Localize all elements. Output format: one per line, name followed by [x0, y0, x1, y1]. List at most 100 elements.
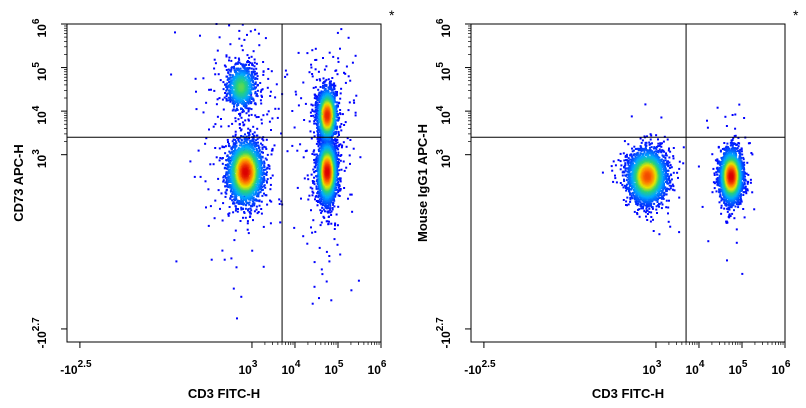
event-dot	[339, 159, 342, 162]
event-dot	[205, 137, 208, 140]
event-dot	[280, 132, 283, 135]
event-dot	[347, 109, 350, 112]
event-dot	[232, 181, 235, 184]
event-dot	[224, 152, 227, 155]
event-dot	[323, 89, 326, 92]
event-dot	[221, 249, 224, 252]
event-dot	[320, 95, 323, 98]
event-dot	[311, 109, 314, 112]
event-dot	[347, 197, 349, 200]
event-dot	[329, 211, 332, 214]
event-dot	[320, 200, 323, 203]
event-dot	[256, 84, 259, 87]
event-dot	[330, 214, 333, 216]
event-dot	[252, 196, 255, 199]
event-dot	[312, 150, 315, 153]
event-dot	[284, 75, 287, 78]
event-dot	[231, 195, 234, 198]
event-dot	[317, 117, 320, 120]
event-dot	[310, 63, 313, 66]
event-dot	[234, 183, 236, 185]
event-dot	[262, 225, 265, 228]
event-dot	[229, 185, 232, 188]
event-dot	[276, 116, 279, 119]
event-dot	[318, 297, 320, 300]
event-dot	[250, 152, 253, 155]
event-dot	[240, 149, 243, 152]
event-dot	[331, 98, 333, 101]
event-dot	[227, 142, 230, 145]
event-dot	[226, 138, 229, 141]
event-dot	[266, 153, 269, 156]
event-dot	[197, 149, 200, 152]
event-dot	[293, 126, 296, 129]
event-dot	[318, 78, 321, 81]
event-dot	[218, 147, 221, 150]
event-dot	[232, 146, 235, 149]
event-dot	[259, 188, 261, 191]
event-dot	[256, 89, 259, 92]
event-dot	[226, 182, 229, 185]
event-dot	[243, 123, 246, 126]
event-dot	[227, 71, 230, 74]
event-dot	[243, 103, 246, 105]
event-dot	[245, 104, 248, 107]
event-dot	[333, 132, 336, 135]
event-dot	[311, 302, 314, 305]
event-dot	[259, 191, 262, 194]
event-dot	[240, 192, 243, 195]
event-dot	[317, 127, 320, 130]
event-dot	[232, 202, 234, 205]
event-dot	[332, 86, 335, 89]
event-dot	[326, 141, 328, 144]
event-dot	[310, 226, 312, 229]
event-dot	[225, 83, 228, 86]
event-dot	[240, 198, 243, 201]
event-dot	[226, 92, 229, 95]
event-dot	[348, 154, 351, 157]
event-dot	[263, 192, 265, 195]
event-dot	[242, 141, 245, 144]
event-dot	[267, 68, 270, 70]
event-dot	[237, 208, 239, 210]
event-dot	[252, 136, 254, 139]
event-dot	[252, 219, 254, 222]
event-dot	[315, 156, 318, 159]
event-dot	[247, 208, 250, 211]
event-dot	[241, 63, 244, 66]
event-dot	[257, 144, 260, 147]
event-dot	[336, 224, 339, 227]
event-dot	[349, 139, 352, 141]
event-dot	[318, 161, 321, 164]
event-dot	[238, 96, 241, 99]
event-dot	[307, 178, 310, 181]
event-dot	[254, 151, 257, 154]
event-dot	[334, 84, 337, 87]
event-dot	[271, 174, 274, 177]
event-dot	[316, 131, 319, 134]
event-dot	[328, 142, 331, 145]
event-dot	[304, 102, 307, 105]
event-dot	[313, 149, 316, 152]
event-dot	[252, 148, 255, 151]
event-dot	[253, 142, 255, 145]
event-dot	[262, 73, 265, 76]
event-dot	[230, 99, 233, 102]
event-dot	[322, 133, 325, 135]
event-dot	[245, 72, 248, 75]
event-dot	[262, 265, 265, 268]
event-dot	[249, 61, 252, 64]
event-dot	[229, 89, 232, 92]
event-dot	[261, 177, 264, 180]
event-dot	[323, 196, 326, 199]
event-dot	[251, 200, 254, 203]
event-dot	[254, 102, 257, 105]
event-dot	[258, 150, 261, 153]
event-dot	[227, 165, 230, 168]
event-dot	[241, 111, 244, 114]
event-dot	[255, 93, 258, 96]
event-dot	[336, 188, 338, 191]
event-dot	[316, 175, 319, 178]
event-dot	[230, 87, 233, 90]
event-dot	[328, 260, 331, 263]
